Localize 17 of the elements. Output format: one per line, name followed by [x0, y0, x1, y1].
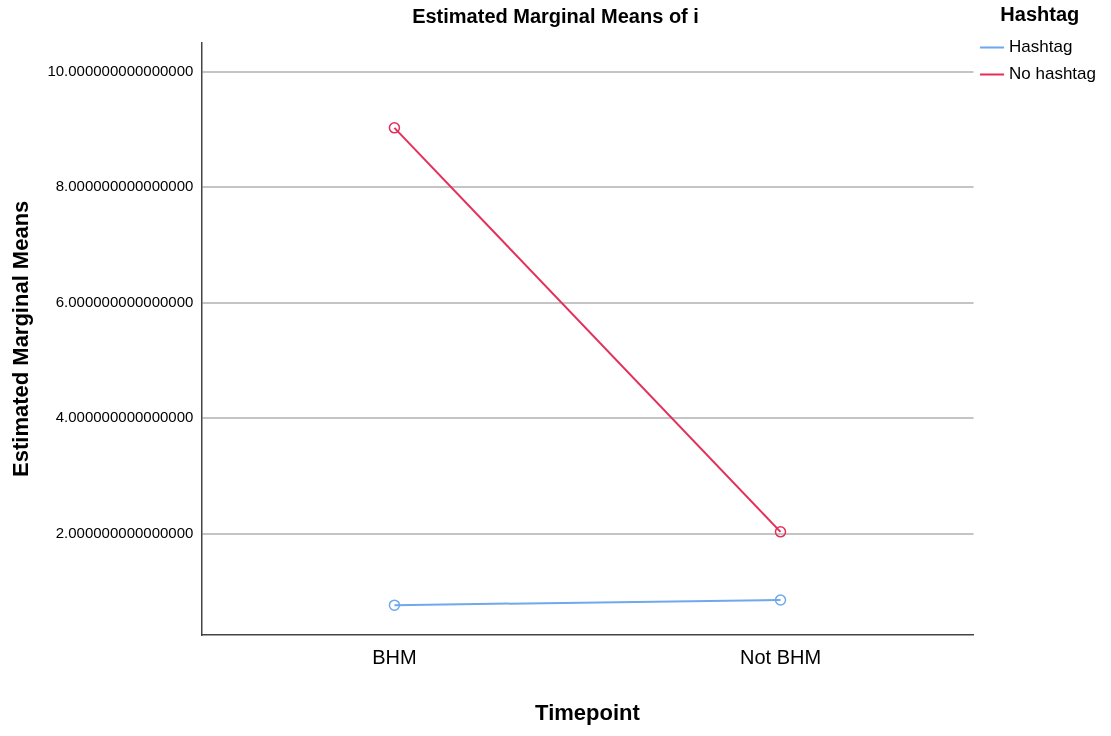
y-tick-label: 4.000000000000000: [55, 408, 194, 426]
legend-label: No hashtag: [1009, 64, 1096, 84]
point: [774, 594, 787, 606]
point: [774, 526, 787, 538]
point: [388, 599, 401, 611]
y-tick-label: 2.000000000000000: [55, 523, 194, 541]
y-tick-label: 8.000000000000000: [55, 177, 194, 195]
point: [388, 122, 401, 134]
legend-title: Hashtag: [1000, 2, 1080, 25]
x-tick-label: BHM: [372, 646, 417, 669]
y-tick-label: 10.000000000000000: [47, 62, 194, 79]
legend-label: Hashtag: [1009, 37, 1073, 57]
x-axis-title: Timepoint: [535, 699, 641, 725]
y-tick-label: 6.000000000000000: [55, 292, 194, 310]
chart-title: Estimated Marginal Means of i: [412, 4, 699, 27]
x-tick-label: Not BHM: [739, 646, 822, 669]
y-axis-title: Estimated Marginal Means: [8, 200, 34, 477]
